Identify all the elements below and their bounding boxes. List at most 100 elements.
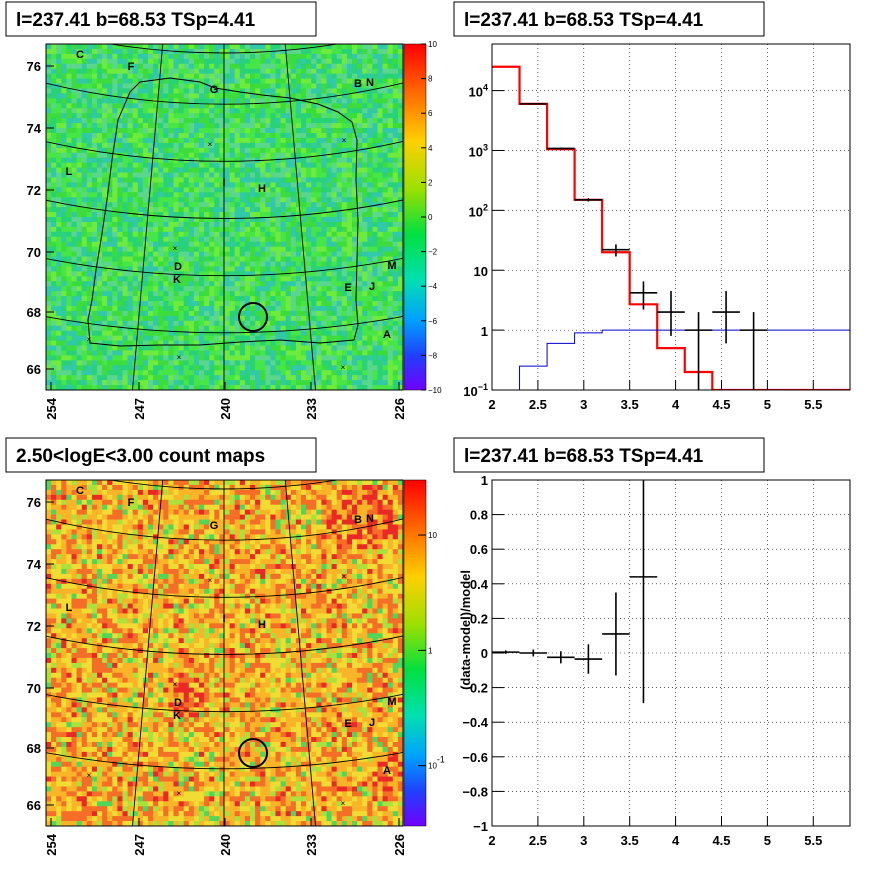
map-pixel: [316, 305, 322, 312]
map-y-tick-label: 68: [27, 305, 41, 320]
map-pixel: [290, 108, 297, 114]
map-pixel: [97, 177, 103, 183]
map-pixel: [91, 246, 98, 252]
map-pixel: [346, 355, 353, 361]
map-pixel: [316, 197, 322, 203]
map-pixel: [214, 217, 220, 223]
map-pixel: [148, 157, 154, 164]
map-pixel: [148, 231, 154, 238]
map-pixel: [362, 340, 368, 346]
map-pixel: [362, 221, 368, 228]
map-pixel: [46, 301, 52, 307]
map-pixel: [397, 380, 403, 386]
map-pixel: [183, 251, 190, 257]
map-pixel: [86, 375, 93, 381]
map-pixel: [295, 167, 302, 173]
map-pixel: [275, 58, 281, 65]
map-pixel: [306, 370, 312, 376]
map-pixel: [214, 44, 220, 50]
map-pixel: [326, 375, 332, 381]
map-pixel: [301, 236, 307, 243]
map-pixel: [132, 58, 139, 65]
map-pixel: [112, 212, 118, 218]
map-pixel: [81, 53, 88, 60]
map-pixel: [306, 291, 312, 297]
map-pixel: [352, 177, 358, 183]
map-pixel: [285, 345, 292, 351]
map-pixel: [142, 132, 149, 139]
map-pixel: [301, 241, 307, 248]
map-pixel: [244, 63, 251, 70]
map-pixel: [107, 340, 113, 346]
map-pixel: [122, 360, 128, 366]
map-pixel: [117, 108, 123, 114]
map-pixel: [76, 286, 83, 292]
map-pixel: [71, 113, 77, 119]
map-pixel: [117, 340, 123, 346]
map-pixel: [91, 88, 98, 94]
map-pixel: [260, 73, 266, 79]
map-pixel: [311, 128, 317, 134]
map-pixel: [301, 197, 307, 203]
map-pixel: [204, 251, 210, 257]
map-pixel: [127, 83, 134, 89]
map-pixel: [199, 360, 205, 366]
map-pixel: [397, 385, 403, 390]
map-pixel: [387, 276, 394, 282]
map-pixel: [316, 53, 322, 60]
map-pixel: [107, 113, 113, 119]
map-pixel: [163, 246, 169, 252]
map-pixel: [229, 291, 236, 297]
map-pixel: [178, 286, 185, 292]
map-pixel: [153, 266, 159, 272]
map-pixel: [290, 360, 297, 366]
map-pixel: [112, 118, 118, 124]
map-pixel: [137, 375, 144, 381]
map-pixel: [387, 78, 394, 84]
map-pixel: [183, 192, 190, 198]
map-pixel: [173, 276, 179, 282]
map-pixel: [209, 123, 215, 129]
map-pixel: [173, 291, 179, 297]
map-pixel: [397, 310, 403, 317]
map-pixel: [250, 246, 256, 252]
map-pixel: [193, 177, 200, 183]
map-pixel: [199, 182, 205, 188]
map-pixel: [352, 256, 358, 262]
map-pixel: [122, 305, 128, 312]
map-pixel: [295, 118, 302, 124]
map-pixel: [91, 320, 98, 327]
map-pixel: [97, 132, 103, 139]
map-pixel: [357, 226, 363, 233]
map-pixel: [331, 202, 338, 208]
map-pixel: [153, 330, 159, 337]
map-pixel: [122, 271, 128, 277]
map-pixel: [352, 266, 358, 272]
map-pixel: [122, 231, 128, 238]
map-pixel: [321, 305, 327, 312]
map-pixel: [183, 73, 190, 79]
map-pixel: [341, 355, 348, 361]
map-pixel: [275, 162, 281, 168]
map-pixel: [397, 177, 403, 183]
map-pixel: [372, 44, 378, 50]
map-pixel: [290, 192, 297, 198]
map-pixel: [260, 182, 266, 188]
map-pixel: [367, 88, 373, 94]
map-pixel: [301, 350, 307, 356]
map-pixel: [51, 73, 57, 79]
map-pixel: [117, 93, 123, 99]
map-pixel: [255, 281, 261, 287]
map-pixel: [56, 236, 62, 243]
map-pixel: [244, 68, 251, 75]
map-pixel: [234, 98, 241, 104]
map-pixel: [244, 93, 251, 99]
map-pixel: [193, 305, 200, 312]
map-pixel: [362, 246, 368, 252]
map-pixel: [122, 103, 128, 109]
map-pixel: [326, 182, 332, 188]
map-pixel: [255, 330, 261, 337]
map-pixel: [270, 128, 276, 134]
map-pixel: [336, 340, 343, 346]
map-pixel: [183, 207, 190, 213]
